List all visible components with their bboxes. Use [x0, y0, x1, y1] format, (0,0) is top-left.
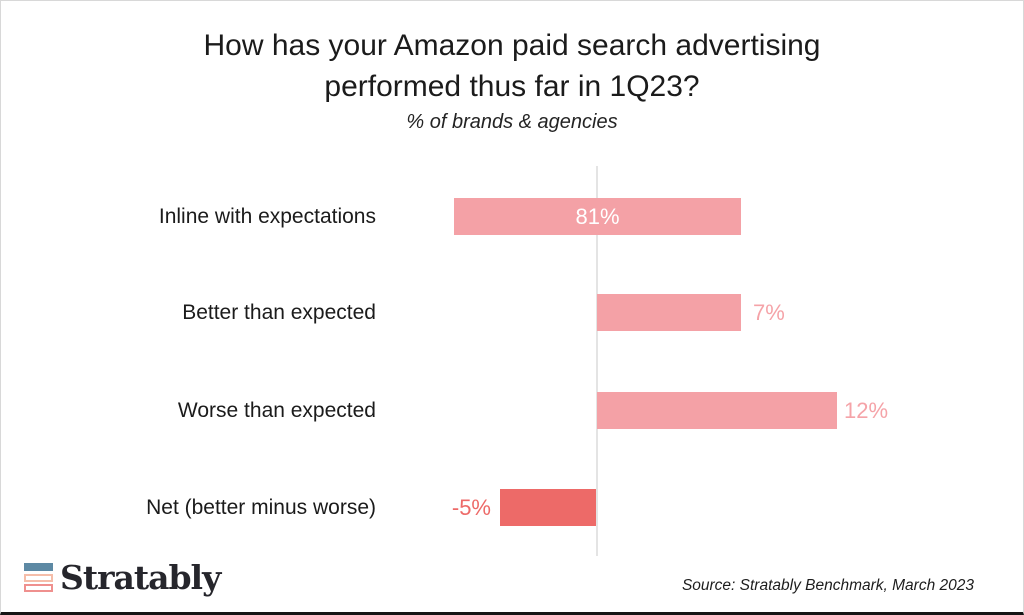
- chart-subtitle: % of brands & agencies: [406, 111, 618, 133]
- category-label-worse-than-expected: Worse than expected: [177, 399, 376, 422]
- chart-title: How has your Amazon paid search advertis…: [1, 25, 1023, 107]
- zero-axis-line: [596, 166, 598, 556]
- stratably-logo: Stratably: [24, 558, 221, 597]
- stratably-logo-icon: [24, 563, 53, 592]
- chart-header: How has your Amazon paid search advertis…: [1, 25, 1023, 134]
- category-label-net-better-minus-worse: Net (better minus worse): [146, 496, 376, 519]
- logo-bar-blue: [24, 563, 53, 571]
- chart-title-line2: performed thus far in 1Q23?: [324, 70, 700, 103]
- logo-bar-peach-outline: [24, 573, 53, 582]
- category-label-inline-with-expectations: Inline with expectations: [158, 205, 376, 228]
- value-label-worse-than-expected: 12%: [844, 398, 889, 423]
- bar-better-than-expected: [597, 294, 741, 331]
- stratably-logo-text: Stratably: [60, 558, 221, 597]
- logo-bar-red-outline: [24, 584, 53, 592]
- value-label-inline-with-expectations: 81%: [575, 204, 620, 229]
- bar-inline-with-expectations: 81%: [454, 198, 741, 235]
- chart-title-line1: How has your Amazon paid search advertis…: [203, 29, 821, 62]
- source-note: Source: Stratably Benchmark, March 2023: [681, 577, 974, 594]
- value-label-better-than-expected: 7%: [753, 300, 785, 325]
- bar-net-better-minus-worse: [500, 489, 596, 526]
- bar-worse-than-expected: [597, 392, 837, 429]
- value-label-net-better-minus-worse: -5%: [451, 495, 491, 520]
- category-label-better-than-expected: Better than expected: [182, 301, 376, 324]
